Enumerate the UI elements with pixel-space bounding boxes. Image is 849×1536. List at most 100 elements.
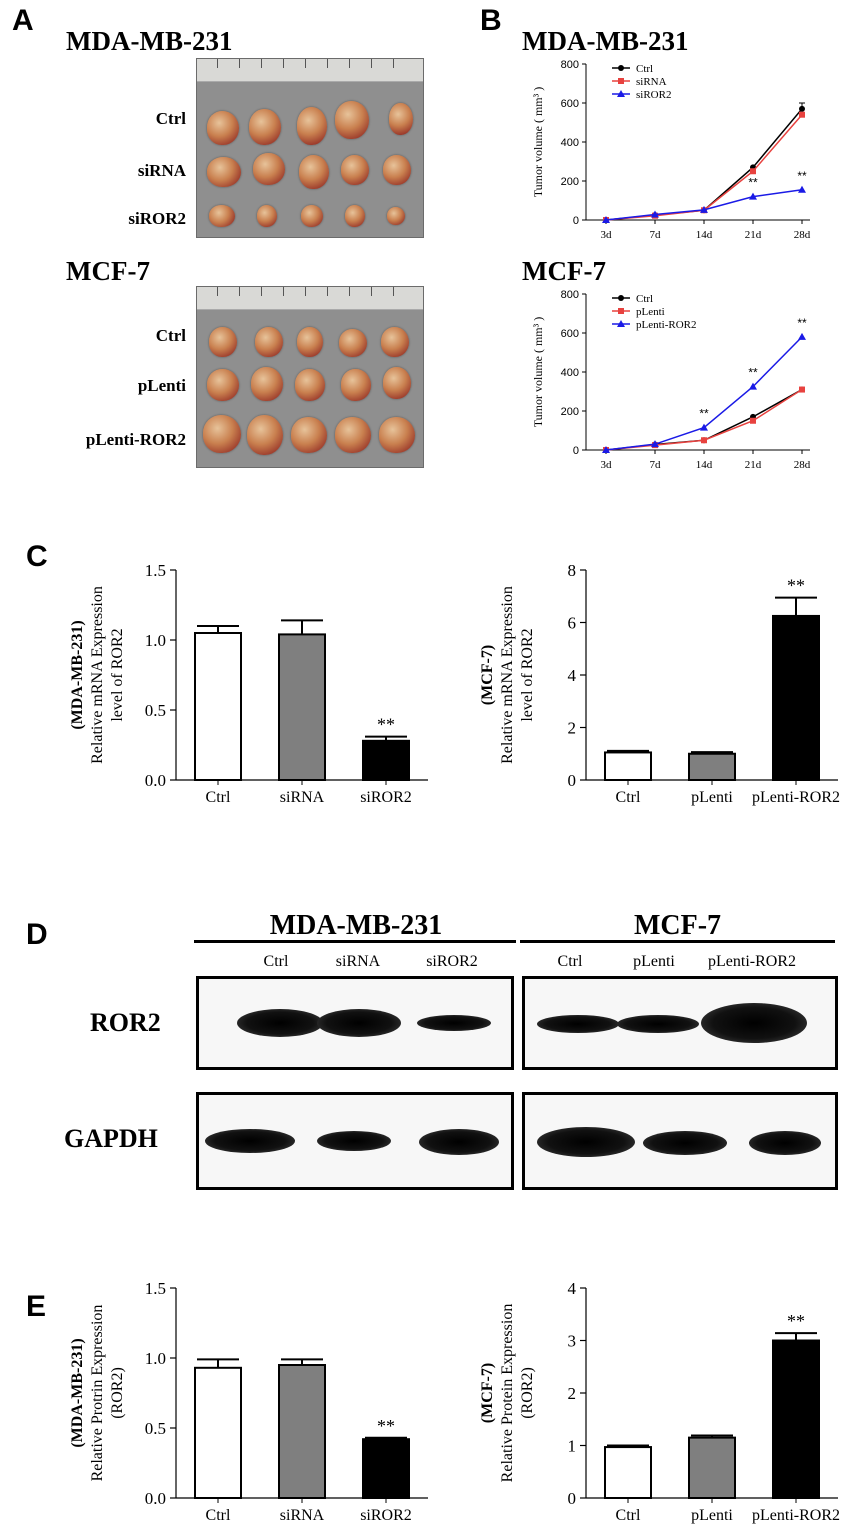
- row-label: pLenti-ROR2: [85, 430, 186, 449]
- x-tick-label: 14d: [696, 229, 713, 241]
- x-tick-label: pLenti: [691, 789, 733, 806]
- y-tick-label: 0: [573, 445, 579, 457]
- series-line-plenti-ror2: [605, 336, 803, 451]
- legend-label: siRNA: [636, 76, 667, 88]
- tumor: [251, 367, 283, 401]
- panel-letter-e: E: [26, 1290, 47, 1323]
- x-tick-label: Ctrl: [616, 789, 641, 806]
- x-tick-label: siROR2: [360, 1507, 412, 1524]
- bar-siror2: [362, 1438, 410, 1499]
- lane-label: siRNA: [335, 953, 381, 970]
- tumor: [387, 207, 405, 225]
- tumor: [297, 327, 323, 357]
- legend-marker: [618, 295, 624, 301]
- x-tick-label: 28d: [794, 229, 811, 241]
- lane-label: Ctrl: [263, 953, 289, 970]
- x-tick-label: 28d: [794, 459, 811, 471]
- panel-letter-b: B: [480, 4, 502, 37]
- y-tick-label: 4: [568, 1279, 577, 1298]
- y-axis-label: Relative mRNA Expression: [499, 586, 516, 764]
- bar-ctrl: [604, 1446, 652, 1499]
- y-tick-label: 800: [561, 59, 579, 71]
- y-tick-label: 0: [573, 215, 579, 227]
- ruler: [197, 59, 423, 82]
- tumor-growth-chart-mda-mb-231: 0 200 400 600 800 3d 7d 14d 21d 28d Tumor volume (…: [531, 59, 811, 241]
- lane-label: pLenti: [633, 953, 675, 970]
- series-line-siror2: [605, 189, 803, 221]
- y-axis-label: (ROR2): [109, 1367, 126, 1419]
- panel-b-top-title: MDA-MB-231: [522, 26, 689, 56]
- y-axis-label: (MDA-MB-231): [69, 1338, 86, 1447]
- y-tick-label: 600: [561, 328, 579, 340]
- y-tick-label: 0: [568, 771, 577, 790]
- data-point: [651, 210, 659, 218]
- data-point: [701, 437, 707, 444]
- ruler: [197, 287, 423, 310]
- blot-gapdh-mcf-7: [522, 1092, 838, 1190]
- legend-marker: [618, 78, 624, 84]
- bar-ctrl: [194, 632, 242, 781]
- legend-label: Ctrl: [636, 293, 653, 305]
- tumor: [339, 329, 367, 357]
- significance-label: **: [377, 715, 395, 735]
- tumor: [301, 205, 323, 227]
- tumor: [299, 155, 329, 189]
- legend-marker: [617, 90, 625, 97]
- panel-letter-c: C: [26, 540, 48, 573]
- tumor-photo-mda-mb-231: [196, 58, 424, 238]
- y-axis-label: (MCF-7): [479, 1363, 496, 1423]
- tumor: [249, 109, 281, 145]
- data-point: [602, 216, 610, 223]
- tumor: [291, 417, 327, 453]
- legend-label: Ctrl: [636, 63, 653, 75]
- tumor: [203, 415, 241, 453]
- legend-label: pLenti: [636, 306, 665, 318]
- significance-label: **: [377, 1416, 395, 1436]
- panel-a-top-title: MDA-MB-231: [66, 26, 233, 56]
- blot-band: [419, 1129, 499, 1155]
- y-axis-label: level of ROR2: [519, 628, 536, 721]
- y-tick-label: 400: [561, 367, 579, 379]
- lane-label: siROR2: [426, 953, 478, 970]
- x-tick-label: siRNA: [280, 789, 325, 806]
- significance-label: **: [787, 1311, 805, 1331]
- tumor: [335, 417, 371, 453]
- data-point: [700, 423, 708, 431]
- y-tick-label: 1.5: [145, 1279, 166, 1298]
- y-axis-label: (MDA-MB-231): [69, 620, 86, 729]
- data-point: [700, 205, 708, 213]
- tumor: [341, 369, 371, 401]
- x-tick-label: 21d: [745, 229, 762, 241]
- bar-plenti: [688, 1436, 736, 1499]
- panel-b-bottom-title: MCF-7: [522, 256, 606, 286]
- row-label: siRNA: [137, 161, 186, 180]
- y-axis-label: Relative mRNA Expression: [89, 586, 106, 764]
- blot-band: [749, 1131, 821, 1155]
- bar-plenti-ror2: [772, 614, 820, 781]
- y-tick-label: 2: [568, 1384, 577, 1403]
- panel-letter-a: A: [12, 4, 34, 37]
- x-tick-label: 7d: [650, 459, 662, 471]
- bar-plenti-ror2: [772, 1339, 820, 1499]
- legend-label: siROR2: [636, 89, 671, 101]
- legend-marker: [618, 308, 624, 314]
- row-label: pLenti: [137, 376, 186, 395]
- mrna-bar-chart-mcf-7: 0 2 4 6 8 Ctrl pLenti pLenti-ROR2 ** (MCF-7) Relat…: [479, 561, 840, 806]
- significance-label: **: [748, 366, 758, 380]
- significance-label: **: [797, 169, 807, 183]
- protein-label-ror2: ROR2: [90, 1008, 161, 1037]
- y-tick-label: 0.0: [145, 771, 166, 790]
- significance-label: **: [748, 176, 758, 190]
- divider: [194, 940, 516, 943]
- blot-band: [417, 1015, 491, 1031]
- legend-marker: [617, 320, 625, 327]
- data-point: [799, 386, 805, 393]
- y-axis-label: level of ROR2: [109, 628, 126, 721]
- protein-bar-chart-mda-mb-231: 0.0 0.5 1.0 1.5 Ctrl siRNA siROR2 ** (MDA-MB-231…: [69, 1279, 428, 1524]
- y-tick-label: 400: [561, 137, 579, 149]
- blot-band: [643, 1131, 727, 1155]
- x-tick-label: 3d: [601, 459, 613, 471]
- y-axis-label: Tumor volume ( mm³ ): [531, 317, 545, 428]
- data-point: [750, 168, 756, 175]
- bar-plenti: [688, 752, 736, 781]
